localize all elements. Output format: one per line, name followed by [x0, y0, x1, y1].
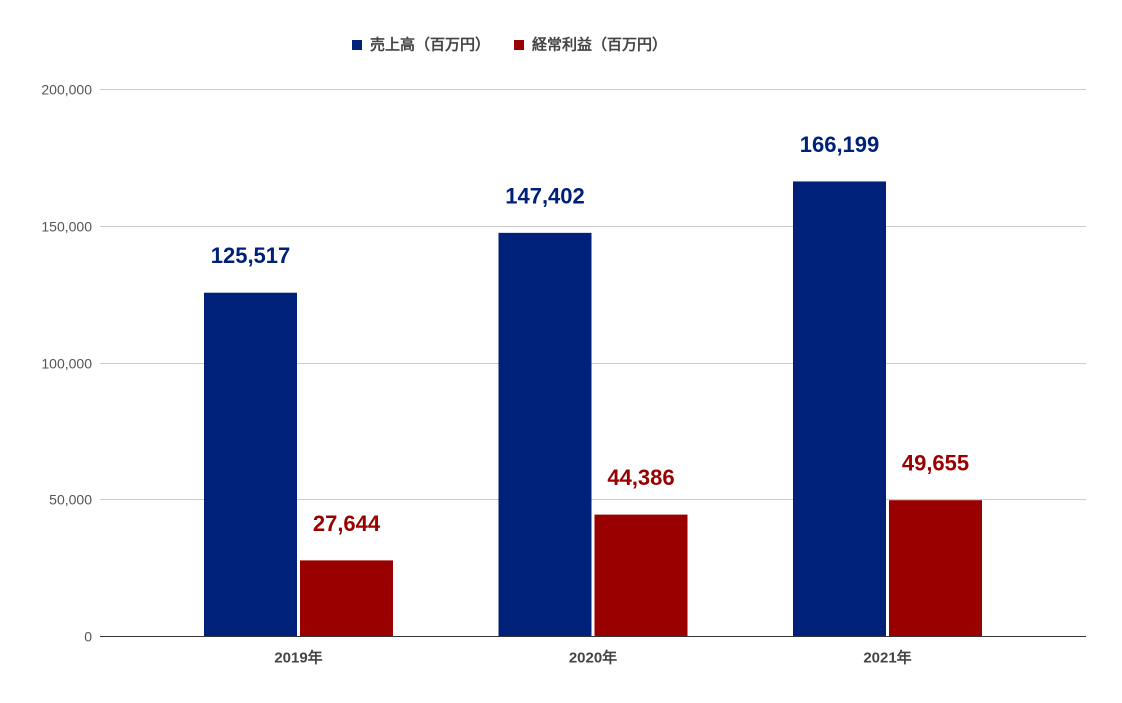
legend-swatch — [352, 40, 362, 50]
y-tick-label: 150,000 — [41, 219, 92, 235]
sales-data-label: 166,199 — [800, 132, 880, 157]
ordinary-profit-data-label: 44,386 — [607, 465, 674, 490]
bars — [204, 181, 982, 636]
sales-bar — [793, 181, 886, 636]
y-tick-label: 50,000 — [49, 492, 92, 508]
x-tick-label: 2020年 — [569, 649, 617, 667]
legend-item: 経常利益（百万円） — [514, 36, 667, 54]
sales-bar — [498, 232, 592, 636]
sales-data-label: 147,402 — [505, 183, 585, 208]
ordinary-profit-data-label: 49,655 — [902, 451, 969, 476]
ordinary-profit-bar — [300, 560, 393, 636]
ordinary-profit-bar — [889, 500, 982, 636]
sales-bar — [204, 292, 297, 636]
y-tick-label: 200,000 — [41, 82, 92, 98]
sales-data-label: 125,517 — [211, 243, 291, 268]
data-labels: 125,517 27,644 147,402 44,386 166,199 49,655 — [211, 132, 969, 536]
ordinary-profit-data-label: 27,644 — [313, 511, 381, 536]
legend-label: 売上高（百万円） — [370, 36, 490, 54]
x-tick-label: 2019年 — [274, 649, 322, 667]
y-tick-label: 100,000 — [41, 356, 92, 372]
legend: 売上高（百万円） 経常利益（百万円） — [352, 36, 667, 54]
x-tick-label: 2021年 — [863, 649, 911, 667]
y-tick-label: 0 — [84, 629, 92, 645]
legend-label: 経常利益（百万円） — [532, 36, 667, 54]
axes: 0 50,000 100,000 150,000 200,000 2019年 2020年 20… — [41, 82, 1086, 667]
ordinary-profit-bar — [594, 514, 688, 636]
legend-swatch — [514, 40, 524, 50]
legend-item: 売上高（百万円） — [352, 36, 490, 54]
